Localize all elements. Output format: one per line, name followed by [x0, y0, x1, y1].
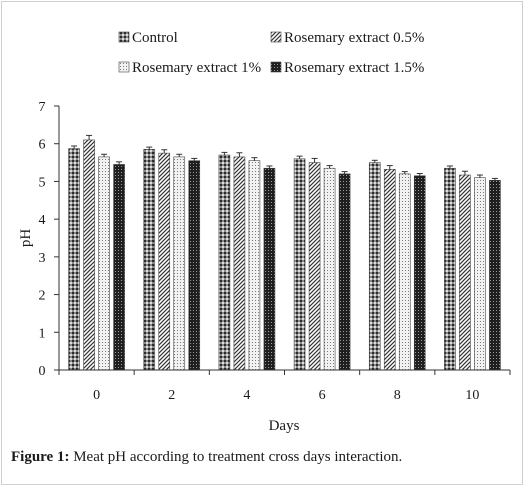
bar — [158, 152, 171, 371]
x-tick-label: 0 — [93, 388, 100, 403]
bar — [489, 179, 501, 371]
bar — [459, 174, 471, 371]
bar — [474, 177, 486, 371]
bar — [188, 160, 201, 371]
legend-label: Control — [132, 30, 178, 46]
bar — [233, 156, 246, 371]
y-tick-label: 5 — [39, 175, 46, 190]
y-tick-label: 1 — [39, 326, 46, 341]
series-2 — [83, 134, 471, 371]
bar — [98, 156, 110, 371]
bar — [263, 167, 276, 371]
bar — [68, 148, 80, 371]
x-tick-label: 2 — [168, 388, 175, 403]
bar — [293, 158, 306, 371]
legend-label: Rosemary extract 0.5% — [284, 30, 424, 46]
y-tick-label: 4 — [39, 213, 46, 228]
x-tick-label: 10 — [465, 388, 479, 403]
bar — [383, 169, 396, 371]
bar — [398, 173, 411, 371]
bar — [323, 167, 336, 371]
legend-swatch — [118, 61, 130, 73]
bar-series-group — [68, 134, 501, 371]
x-tick-label: 6 — [319, 388, 326, 403]
y-tick-label: 0 — [39, 364, 46, 379]
legend-swatch — [270, 31, 282, 43]
series-3 — [98, 153, 486, 371]
x-axis-ticks: 0 2 4 6 8 10 — [58, 370, 511, 403]
bar — [83, 139, 95, 371]
y-axis-ticks: 0 1 2 3 4 5 6 7 — [39, 100, 59, 379]
legend-label: Rosemary extract 1.5% — [284, 60, 424, 76]
caption-text: Meat pH according to treatment cross day… — [73, 449, 403, 465]
y-tick-label: 6 — [39, 138, 46, 153]
legend: Control Rosemary extract 0.5% Rosemary ext… — [118, 30, 424, 76]
y-tick-label: 7 — [39, 100, 46, 115]
figure-caption: Figure 1: Meat pH according to treatment… — [11, 449, 516, 466]
bar — [368, 162, 381, 371]
bar — [113, 164, 125, 371]
bar — [218, 154, 231, 371]
x-tick-label: 8 — [394, 388, 401, 403]
x-axis-label: Days — [269, 418, 300, 434]
legend-label: Rosemary extract 1% — [132, 60, 261, 76]
bar — [413, 175, 426, 371]
legend-swatch — [270, 61, 282, 73]
bar — [308, 162, 321, 371]
bar — [143, 149, 156, 371]
bar — [173, 156, 186, 371]
y-tick-label: 3 — [39, 251, 46, 266]
y-tick-label: 2 — [39, 289, 46, 304]
legend-swatch — [118, 31, 130, 43]
series-4 — [113, 157, 501, 371]
y-axis-label: pH — [18, 229, 34, 248]
caption-label: Figure 1: — [11, 449, 70, 465]
bar — [248, 160, 261, 371]
bar — [444, 167, 456, 371]
bar — [338, 173, 351, 371]
series-1 — [68, 145, 456, 371]
x-tick-label: 4 — [243, 388, 250, 403]
